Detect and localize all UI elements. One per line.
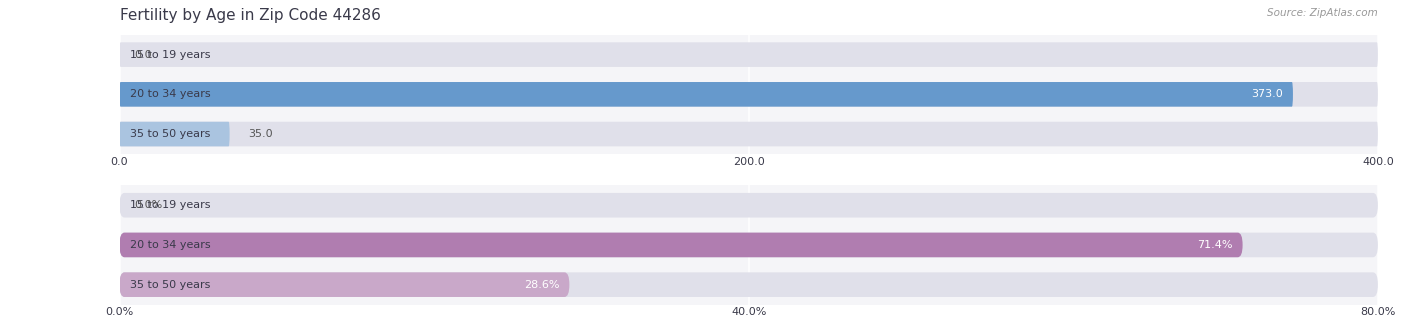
FancyBboxPatch shape — [120, 233, 1378, 257]
Text: 35.0: 35.0 — [249, 129, 273, 139]
Text: 15 to 19 years: 15 to 19 years — [129, 50, 209, 60]
Text: Source: ZipAtlas.com: Source: ZipAtlas.com — [1267, 8, 1378, 18]
FancyBboxPatch shape — [120, 122, 229, 146]
FancyBboxPatch shape — [120, 272, 569, 297]
FancyBboxPatch shape — [120, 122, 1378, 146]
FancyBboxPatch shape — [120, 82, 1378, 107]
Text: Fertility by Age in Zip Code 44286: Fertility by Age in Zip Code 44286 — [120, 8, 381, 23]
FancyBboxPatch shape — [120, 82, 1294, 107]
FancyBboxPatch shape — [120, 42, 1378, 67]
Text: 28.6%: 28.6% — [524, 280, 560, 290]
Text: 71.4%: 71.4% — [1197, 240, 1233, 250]
FancyBboxPatch shape — [120, 233, 1243, 257]
FancyBboxPatch shape — [120, 272, 1378, 297]
Text: 0.0%: 0.0% — [135, 200, 163, 210]
FancyBboxPatch shape — [120, 193, 1378, 217]
Text: 20 to 34 years: 20 to 34 years — [129, 240, 211, 250]
Text: 35 to 50 years: 35 to 50 years — [129, 280, 209, 290]
Text: 0.0: 0.0 — [135, 50, 152, 60]
Text: 35 to 50 years: 35 to 50 years — [129, 129, 209, 139]
Text: 20 to 34 years: 20 to 34 years — [129, 89, 211, 99]
Text: 373.0: 373.0 — [1251, 89, 1282, 99]
Text: 15 to 19 years: 15 to 19 years — [129, 200, 209, 210]
